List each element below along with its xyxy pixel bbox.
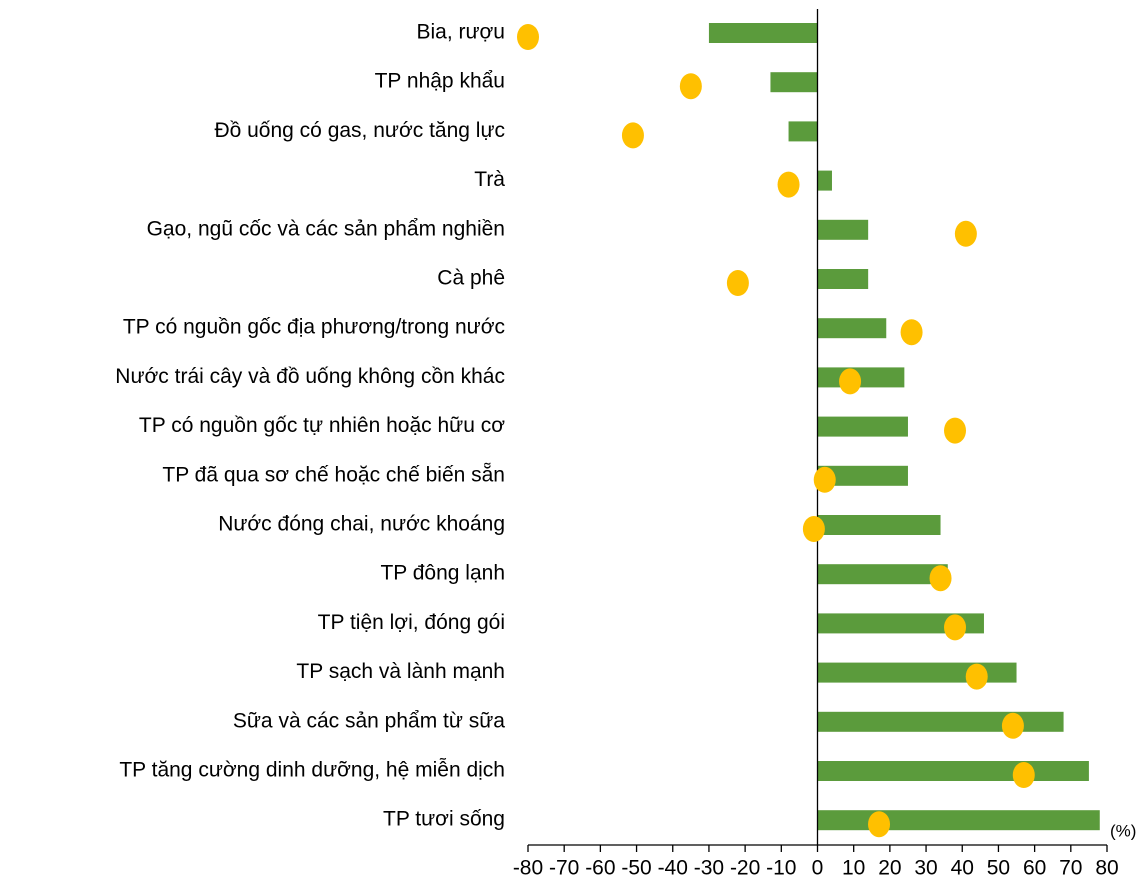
bar	[817, 219, 869, 240]
dot	[944, 417, 967, 444]
dot	[679, 73, 702, 100]
x-tick-label: -20	[730, 857, 760, 880]
x-tick-label: 70	[1059, 857, 1082, 880]
category-label: TP sạch và lành mạnh	[296, 660, 505, 683]
category-label: TP tăng cường dinh dưỡng, hệ miễn dịch	[119, 759, 505, 782]
category-label: TP tươi sống	[383, 808, 505, 831]
category-label: Nước trái cây và đồ uống không cồn khác	[115, 365, 505, 388]
bar	[817, 613, 984, 634]
dot	[802, 516, 825, 542]
category-label: TP có nguồn gốc tự nhiên hoặc hữu cơ	[139, 414, 505, 437]
category-label: TP đông lạnh	[380, 562, 505, 585]
unit-label: (%)	[1110, 821, 1136, 840]
x-tick-label: 0	[812, 857, 824, 880]
dot	[777, 171, 800, 198]
category-label: TP đã qua sơ chế hoặc chế biến sẵn	[162, 463, 505, 486]
bar	[817, 465, 908, 486]
x-tick-label: -40	[658, 857, 688, 880]
x-tick-label: 20	[878, 857, 901, 880]
x-tick-label: -60	[585, 857, 615, 880]
x-tick-label: 80	[1095, 857, 1118, 880]
x-tick-label: 30	[914, 857, 937, 880]
dot	[813, 466, 836, 493]
dot	[517, 24, 539, 50]
bar	[770, 72, 818, 93]
bar	[817, 515, 941, 535]
dot	[954, 220, 977, 247]
x-tick-label: 50	[987, 857, 1010, 880]
dot	[929, 565, 952, 592]
category-label: Trà	[474, 168, 505, 191]
x-tick-label: 60	[1023, 857, 1046, 880]
x-tick-label: -70	[549, 857, 579, 880]
bar	[817, 810, 1100, 831]
category-label: Nước đóng chai, nước khoáng	[218, 513, 505, 536]
dot	[944, 614, 967, 641]
x-tick-label: -50	[621, 857, 651, 880]
bar	[817, 564, 948, 585]
dot	[839, 368, 862, 395]
bar	[817, 416, 908, 437]
dot	[726, 270, 749, 296]
bar	[817, 269, 869, 289]
dot	[868, 811, 891, 838]
bar	[817, 170, 832, 191]
category-label: TP nhập khẩu	[375, 70, 505, 93]
x-tick-label: -30	[694, 857, 724, 880]
dot	[965, 663, 988, 690]
bar	[817, 318, 887, 339]
category-label: Bia, rượu	[416, 21, 505, 44]
bar	[817, 711, 1064, 732]
category-label: Gạo, ngũ cốc và các sản phẩm nghiền	[147, 217, 505, 240]
bar	[817, 367, 905, 388]
dot	[900, 319, 923, 346]
x-tick-label: 40	[951, 857, 974, 880]
x-tick-label: -10	[766, 857, 796, 880]
bar	[708, 23, 818, 43]
dot	[621, 122, 644, 149]
dot	[1001, 712, 1024, 739]
category-label: Sữa và các sản phẩm từ sữa	[233, 709, 505, 732]
x-tick-label: 10	[842, 857, 865, 880]
bar	[817, 761, 1089, 781]
category-label: Cà phê	[437, 267, 505, 290]
dot	[1012, 762, 1035, 788]
category-label: TP tiện lợi, đóng gói	[318, 611, 505, 634]
category-label: Đồ uống có gas, nước tăng lực	[214, 119, 505, 142]
x-tick-label: -80	[513, 857, 543, 880]
bar	[788, 121, 818, 142]
category-label: TP có nguồn gốc địa phương/trong nước	[123, 316, 505, 339]
